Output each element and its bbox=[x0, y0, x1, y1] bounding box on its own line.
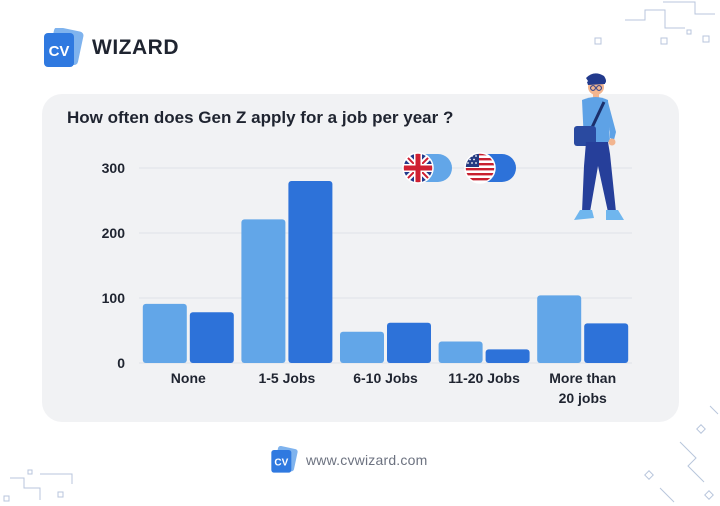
bar-chart: 0 100 200 300 None 1-5 Jobs 6-10 Jobs 11-20 Jo… bbox=[102, 160, 632, 406]
cv-wizard-logo: CV bbox=[44, 28, 84, 67]
y-tick-label: 300 bbox=[102, 160, 126, 176]
x-tick-label: None bbox=[171, 370, 206, 386]
chart-title: How often does Gen Z apply for a job per… bbox=[67, 108, 454, 127]
bar-uk bbox=[537, 295, 582, 363]
footer[interactable]: CV www.cvwizard.com bbox=[270, 446, 427, 474]
x-tick-label: 11-20 Jobs bbox=[448, 370, 520, 386]
y-tick-label: 100 bbox=[102, 290, 126, 306]
brand-logo-text: CV bbox=[49, 43, 70, 60]
bar-us bbox=[288, 181, 333, 363]
legend-toggle-uk[interactable] bbox=[402, 152, 454, 189]
x-tick-label: 1-5 Jobs bbox=[258, 370, 315, 386]
y-tick-label: 0 bbox=[117, 355, 125, 371]
footer-logo-text: CV bbox=[274, 457, 288, 468]
corner-pattern-top-right bbox=[594, 1, 715, 45]
corner-pattern-bottom-right bbox=[644, 405, 719, 503]
legend-toggle-us[interactable] bbox=[464, 152, 518, 189]
bar-us bbox=[584, 323, 629, 363]
walking-person-illustration bbox=[574, 73, 624, 220]
bar-us bbox=[485, 349, 530, 363]
bar-uk bbox=[142, 303, 187, 363]
bar-uk bbox=[438, 341, 483, 363]
y-tick-label: 200 bbox=[102, 225, 126, 241]
brand[interactable]: CV WIZARD bbox=[42, 28, 179, 68]
corner-pattern-bottom-left bbox=[3, 469, 73, 502]
bar-uk bbox=[241, 219, 286, 363]
footer-url[interactable]: www.cvwizard.com bbox=[306, 452, 428, 468]
bar-us bbox=[189, 312, 234, 363]
bar-us bbox=[387, 322, 431, 363]
x-tick-label: More than 20 jobs bbox=[549, 370, 616, 406]
us-flag-icon bbox=[464, 152, 496, 184]
footer-logo: CV bbox=[271, 446, 298, 473]
bar-uk bbox=[340, 331, 384, 363]
brand-name: WIZARD bbox=[92, 36, 179, 59]
x-tick-label: 6-10 Jobs bbox=[353, 370, 418, 386]
chart-card: How often does Gen Z apply for a job per… bbox=[42, 94, 679, 422]
